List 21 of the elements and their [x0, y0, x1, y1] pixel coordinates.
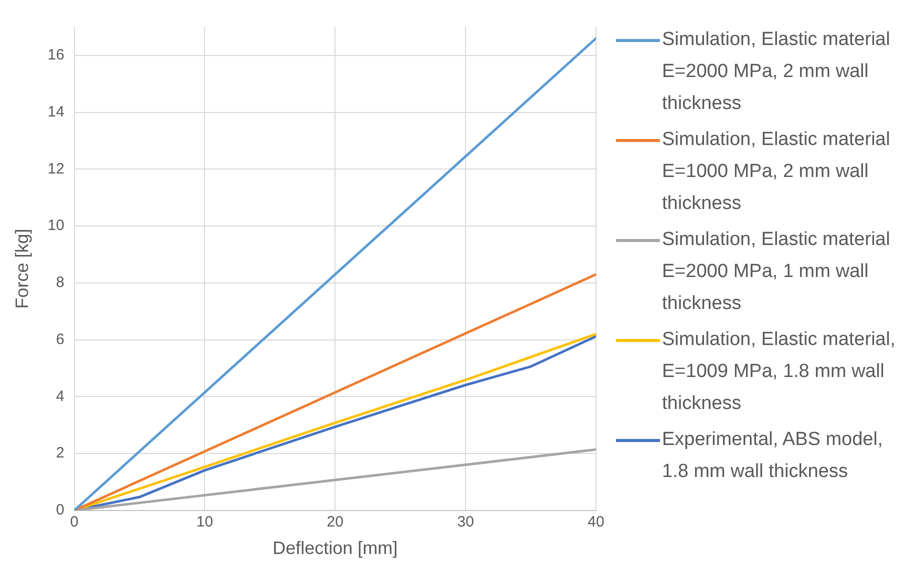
y-tick-label: 16 — [48, 46, 64, 64]
x-tick-label: 30 — [457, 514, 474, 531]
y-tick-label: 8 — [56, 274, 64, 292]
y-tick-label: 14 — [48, 103, 64, 120]
x-tick-label: 20 — [326, 514, 344, 531]
legend-label: Simulation, Elastic material E=2000 MPa, 1 mm wall thickness — [662, 228, 892, 316]
legend-label: Simulation, Elastic material, E=1009 MPa, 1.8 mm wall thickness — [662, 328, 896, 416]
x-tick-label: 0 — [70, 514, 78, 531]
y-tick-label: 0 — [56, 502, 64, 519]
legend-label: Experimental, ABS model, 1.8 mm wall thickness — [662, 428, 884, 484]
x-tick-label: 10 — [196, 514, 214, 531]
x-axis-title: Deflection [mm] — [272, 538, 398, 558]
y-tick-label: 12 — [48, 160, 64, 178]
y-tick-label: 4 — [56, 388, 64, 405]
legend-label: Simulation, Elastic material E=1000 MPa, 2 mm wall thickness — [662, 128, 892, 216]
y-tick-label: 6 — [56, 330, 64, 348]
y-tick-label: 10 — [48, 217, 64, 234]
x-tick-label: 40 — [588, 514, 604, 531]
y-tick-label: 2 — [56, 444, 64, 462]
legend-label: Simulation, Elastic material E=2000 MPa, 2 mm wall thickness — [662, 28, 892, 116]
y-axis-title: Force [kg] — [12, 228, 32, 309]
